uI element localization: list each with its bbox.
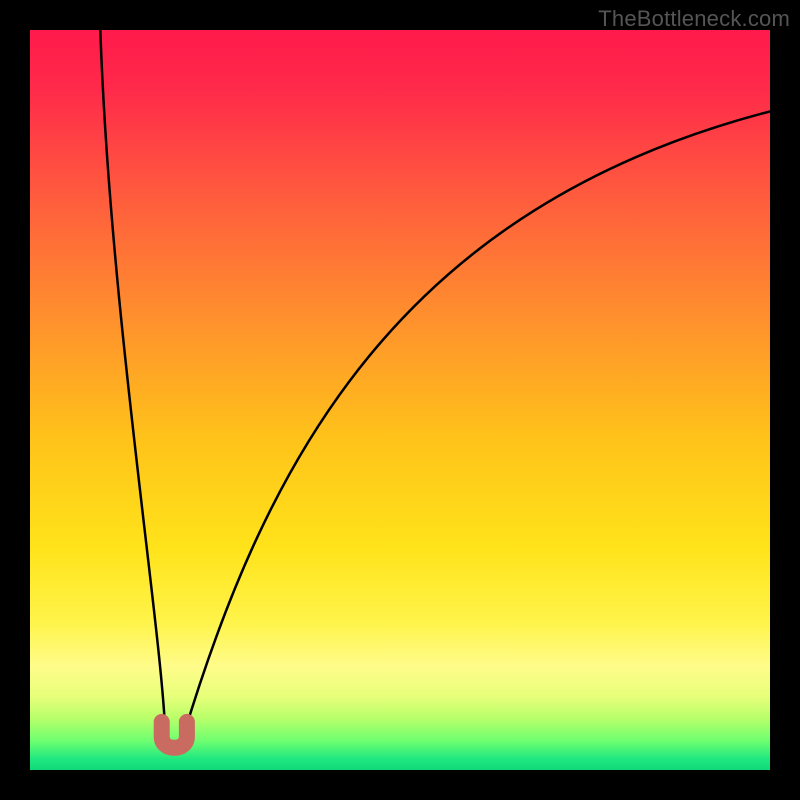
bottleneck-chart xyxy=(0,0,800,800)
watermark-text: TheBottleneck.com xyxy=(598,6,790,32)
gradient-background xyxy=(30,30,770,770)
chart-container: TheBottleneck.com xyxy=(0,0,800,800)
